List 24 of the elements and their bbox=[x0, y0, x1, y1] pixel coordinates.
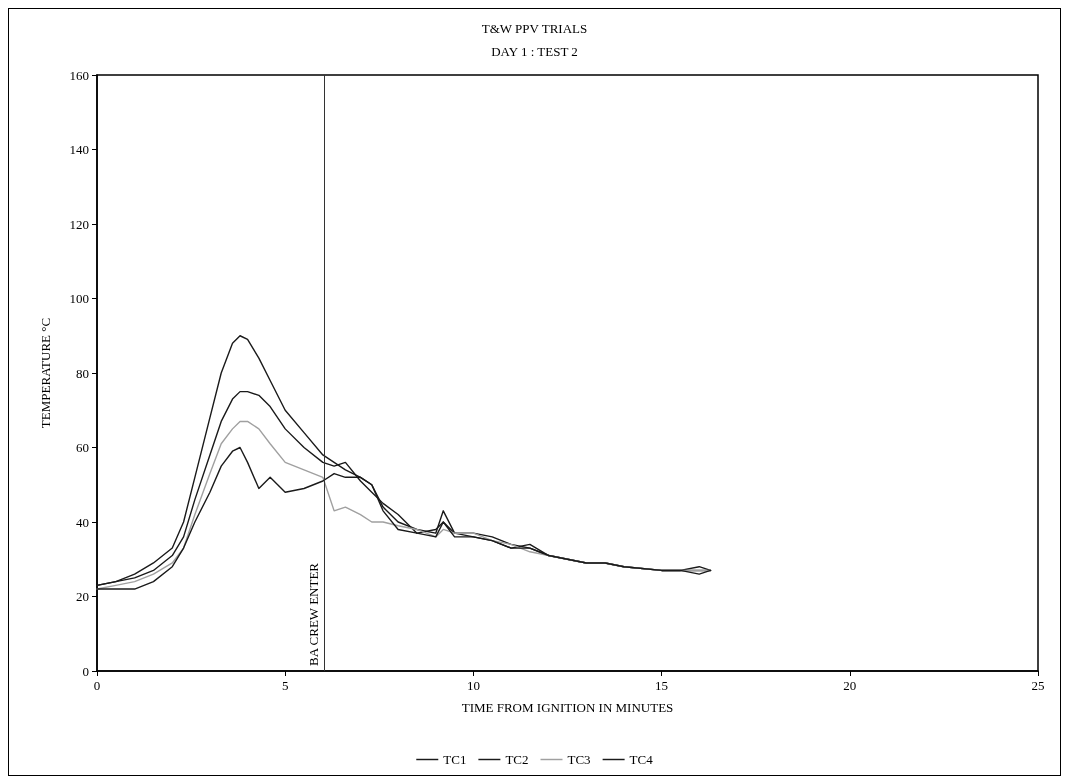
legend-label: TC4 bbox=[629, 752, 654, 767]
y-tick-label: 100 bbox=[69, 291, 89, 306]
y-tick-label: 140 bbox=[69, 142, 89, 157]
y-axis-title: TEMPERATURE °C bbox=[38, 317, 53, 429]
y-tick-label: 120 bbox=[69, 216, 89, 232]
legend-label: TC1 bbox=[443, 752, 467, 767]
legend-label: TC2 bbox=[505, 752, 529, 767]
x-axis-title: TIME FROM IGNITION IN MINUTES bbox=[461, 700, 674, 715]
y-tick-label: 60 bbox=[76, 440, 89, 455]
x-tick-label: 15 bbox=[655, 678, 669, 693]
chart-title: T&W PPV TRIALS bbox=[481, 21, 588, 36]
x-tick-label: 20 bbox=[843, 678, 857, 693]
chart-subtitle: DAY 1 : TEST 2 bbox=[491, 44, 578, 59]
x-tick-label: 0 bbox=[93, 678, 101, 693]
x-tick-label: 10 bbox=[466, 678, 480, 693]
y-tick-label: 0 bbox=[82, 663, 89, 679]
x-tick-label: 25 bbox=[1031, 678, 1045, 693]
x-tick-label: 5 bbox=[281, 678, 289, 693]
legend-label: TC3 bbox=[567, 752, 591, 767]
y-tick-label: 160 bbox=[69, 67, 89, 83]
ref-line-label: BA CREW ENTER bbox=[305, 562, 321, 666]
y-tick-label: 20 bbox=[76, 589, 89, 604]
y-tick-label: 80 bbox=[76, 365, 89, 381]
y-tick-label: 40 bbox=[76, 514, 89, 530]
